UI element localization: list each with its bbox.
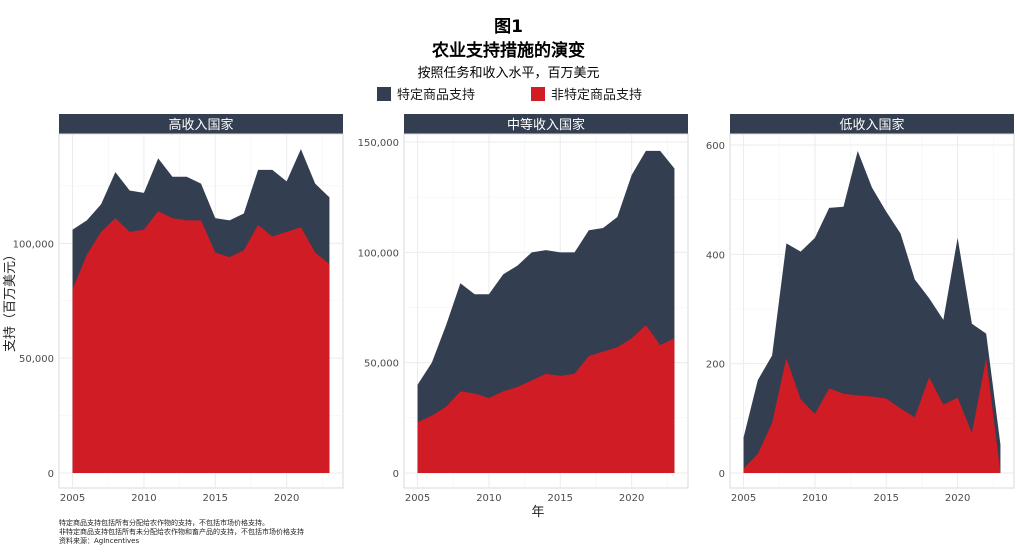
panel-2: 低收入国家 0 200 400 600 2005 2010 2015 2020 [706,114,1015,504]
legend-item-nonspecific: 非特定商品支持 [531,84,642,103]
y-tick-label: 0 [393,469,399,480]
panel-strip-label: 高收入国家 [168,117,233,133]
y-tick-label: 100,000 [358,248,399,259]
x-tick-label: 2015 [203,493,228,504]
x-tick-label: 2015 [874,493,899,504]
x-tick-label: 2020 [274,493,299,504]
x-tick-label: 2015 [548,493,573,504]
x-tick-label: 2020 [945,493,970,504]
panel-0: 高收入国家 0 50,000 100,000 2005 2010 2015 2020 [13,114,344,504]
legend-item-specific: 特定商品支持 [377,84,475,103]
x-tick-label: 2010 [802,493,827,504]
y-tick-label: 50,000 [364,359,399,370]
panel-strip-label: 中等收入国家 [507,117,585,133]
panel-strip [730,114,1014,134]
legend-label-nonspecific: 非特定商品支持 [551,88,643,103]
chart-subtitle: 按照任务和收入水平，百万美元 [417,66,600,81]
footnote-source: 资料来源：AgIncentives [59,537,140,545]
footnote-specific: 特定商品支持包括所有分配给农作物的支持，不包括市场价格支持。 [59,519,269,527]
panel-strip [59,114,343,134]
legend-swatch-nonspecific [531,86,545,101]
area-nonspecific-commodity-support [72,211,330,473]
x-tick-label: 2005 [731,493,756,504]
legend: 特定商品支持 非特定商品支持 [0,84,1017,103]
area-nonspecific-commodity-support [743,358,1001,473]
x-tick-label: 2010 [476,493,501,504]
chart-title-figure-number: 图1 [494,17,523,37]
y-tick-label: 400 [706,250,725,261]
x-axis-title: 年 [531,505,544,520]
area-nonspecific-commodity-support [417,325,675,473]
y-tick-label: 150,000 [358,138,399,149]
legend-swatch-specific [377,86,391,101]
x-tick-label: 2005 [60,493,85,504]
y-tick-label: 600 [706,141,725,152]
x-tick-label: 2005 [405,493,430,504]
panel-strip-label: 低收入国家 [839,117,904,133]
y-tick-label: 0 [719,469,725,480]
y-tick-label: 200 [706,360,725,371]
legend-label-specific: 特定商品支持 [397,88,476,103]
x-tick-label: 2010 [131,493,156,504]
y-tick-label: 0 [48,469,54,480]
panel-1: 中等收入国家 0 50,000 100,000 150,000 2005 2010 2015 2… [358,114,689,504]
panel-strip [404,114,688,134]
y-tick-label: 50,000 [19,354,54,365]
y-tick-label: 100,000 [13,239,54,250]
y-axis-title: 支持（百万美元） [3,248,18,352]
chart-title: 农业支持措施的演变 [432,41,585,61]
footnote-nonspecific: 非特定商品支持包括所有未分配给农作物和畜产品的支持，不包括市场价格支持 [59,528,304,536]
x-tick-label: 2020 [619,493,644,504]
